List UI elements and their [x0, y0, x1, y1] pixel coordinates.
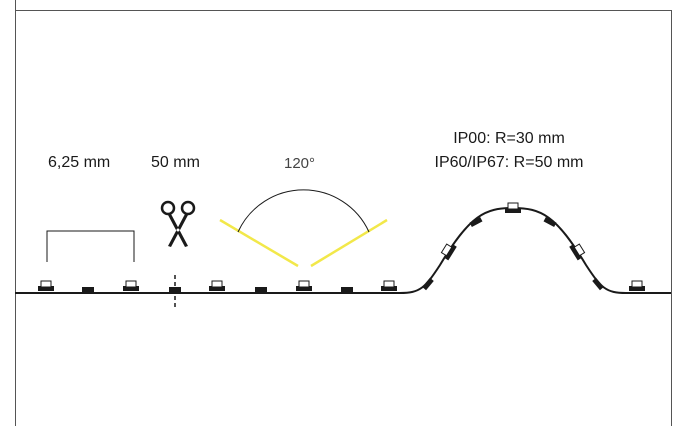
led-chip [123, 280, 139, 291]
led-chip [38, 280, 54, 291]
spacing-label: 6,25 mm [48, 154, 111, 171]
frame-border [15, 0, 672, 426]
bend-radius-ip00-label: IP00: R=30 mm [453, 130, 565, 147]
resistor-chip [543, 216, 557, 228]
led-chip [381, 280, 397, 291]
beam-line-right [310, 218, 388, 268]
resistor-chip [469, 216, 483, 228]
led-chip [440, 243, 457, 261]
resistor-chip [255, 287, 267, 292]
led-chip [209, 280, 225, 291]
bend-radius-ip67-label: IP60/IP67: R=50 mm [434, 154, 584, 171]
scissors-icon [160, 200, 196, 247]
cut-length-label: 50 mm [151, 154, 200, 171]
resistor-chip [422, 277, 434, 291]
spacing-bracket [46, 230, 135, 262]
beam-angle-indicator [219, 189, 388, 268]
resistor-chip [82, 287, 94, 292]
resistor-chip [341, 287, 353, 292]
beam-line-left [219, 218, 299, 268]
resistor-chip [169, 287, 181, 292]
led-chip [505, 202, 521, 213]
beam-angle-label: 120° [284, 155, 316, 172]
led-chip [629, 280, 645, 291]
led-chip [296, 280, 312, 291]
resistor-chip [592, 277, 604, 291]
led-chip [569, 243, 586, 261]
beam-angle-arc [237, 189, 370, 233]
